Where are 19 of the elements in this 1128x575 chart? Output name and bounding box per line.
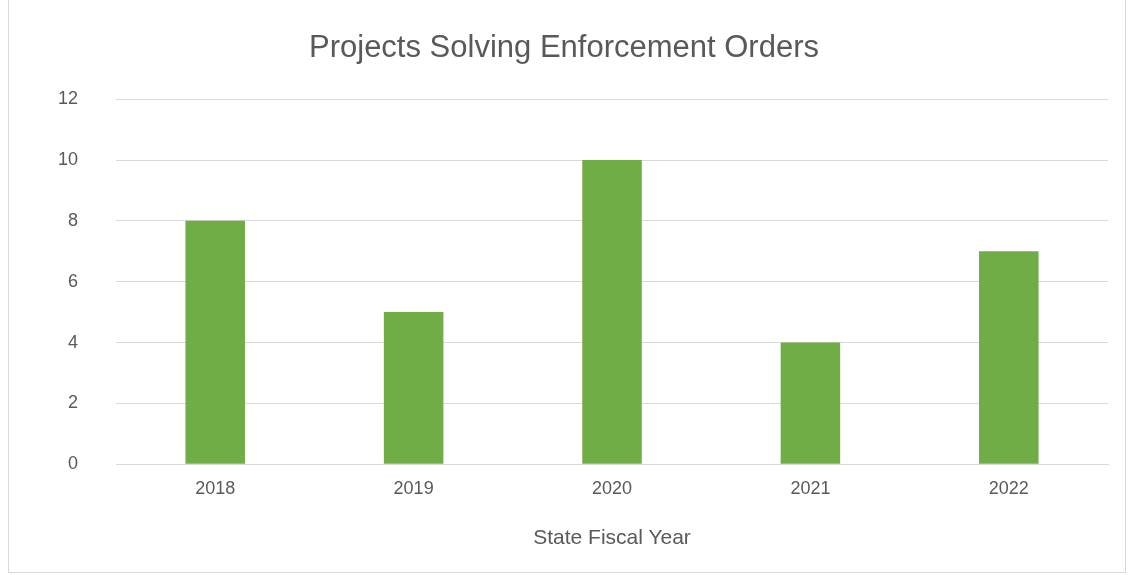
bar xyxy=(979,251,1039,464)
y-tick-label: 2 xyxy=(68,392,79,413)
chart-title: Projects Solving Enforcement Orders xyxy=(309,29,819,65)
x-tick-label: 2019 xyxy=(393,477,434,498)
bar xyxy=(780,342,841,464)
x-tick-label: 2018 xyxy=(195,477,236,498)
y-tick-label: 0 xyxy=(68,453,79,474)
x-tick-label: 2021 xyxy=(790,477,831,498)
x-axis-title: State Fiscal Year xyxy=(533,525,691,549)
y-tick-label: 12 xyxy=(57,88,79,109)
bar xyxy=(582,160,642,464)
bar xyxy=(383,312,444,464)
bar xyxy=(185,220,245,464)
x-tick-label: 2022 xyxy=(988,477,1029,498)
y-tick-label: 6 xyxy=(68,270,79,291)
y-tick-label: 4 xyxy=(68,331,79,352)
y-tick-label: 10 xyxy=(57,149,79,169)
y-tick-label: 8 xyxy=(68,209,79,230)
x-tick-label: 2020 xyxy=(591,477,633,498)
